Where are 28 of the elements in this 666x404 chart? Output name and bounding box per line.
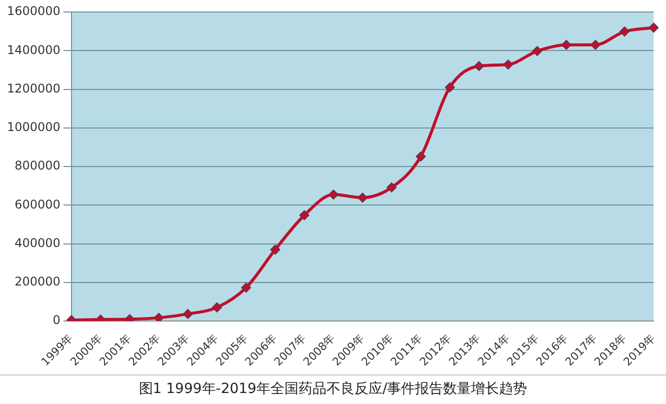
y-tick-label: 800000 [14, 158, 60, 173]
point [358, 192, 368, 203]
point [590, 40, 600, 50]
y-tick-label: 0 [52, 313, 60, 328]
point [241, 282, 252, 293]
point [503, 60, 514, 70]
point [416, 152, 426, 162]
point [532, 46, 542, 56]
point [212, 302, 222, 312]
y-tick-label: 400000 [14, 236, 60, 250]
caption: 图1 1999年-2019年全国药品不良反应/事件报告数量增长趋势 [0, 374, 666, 398]
point [328, 190, 338, 200]
y-tick-label: 1000000 [6, 120, 60, 134]
y-tick-label: 1400000 [6, 42, 60, 57]
y-tick-label: 1200000 [6, 81, 60, 96]
point [474, 61, 484, 72]
point [444, 82, 455, 92]
point [270, 244, 280, 255]
point [620, 26, 630, 37]
point [561, 40, 572, 50]
point [154, 312, 164, 322]
point [182, 308, 193, 319]
y-tick-label: 600000 [14, 197, 60, 212]
point [648, 22, 659, 33]
y-tick-label: 1600000 [6, 4, 60, 18]
y-tick-label: 200000 [14, 274, 60, 289]
point [299, 210, 310, 220]
point [386, 182, 397, 192]
